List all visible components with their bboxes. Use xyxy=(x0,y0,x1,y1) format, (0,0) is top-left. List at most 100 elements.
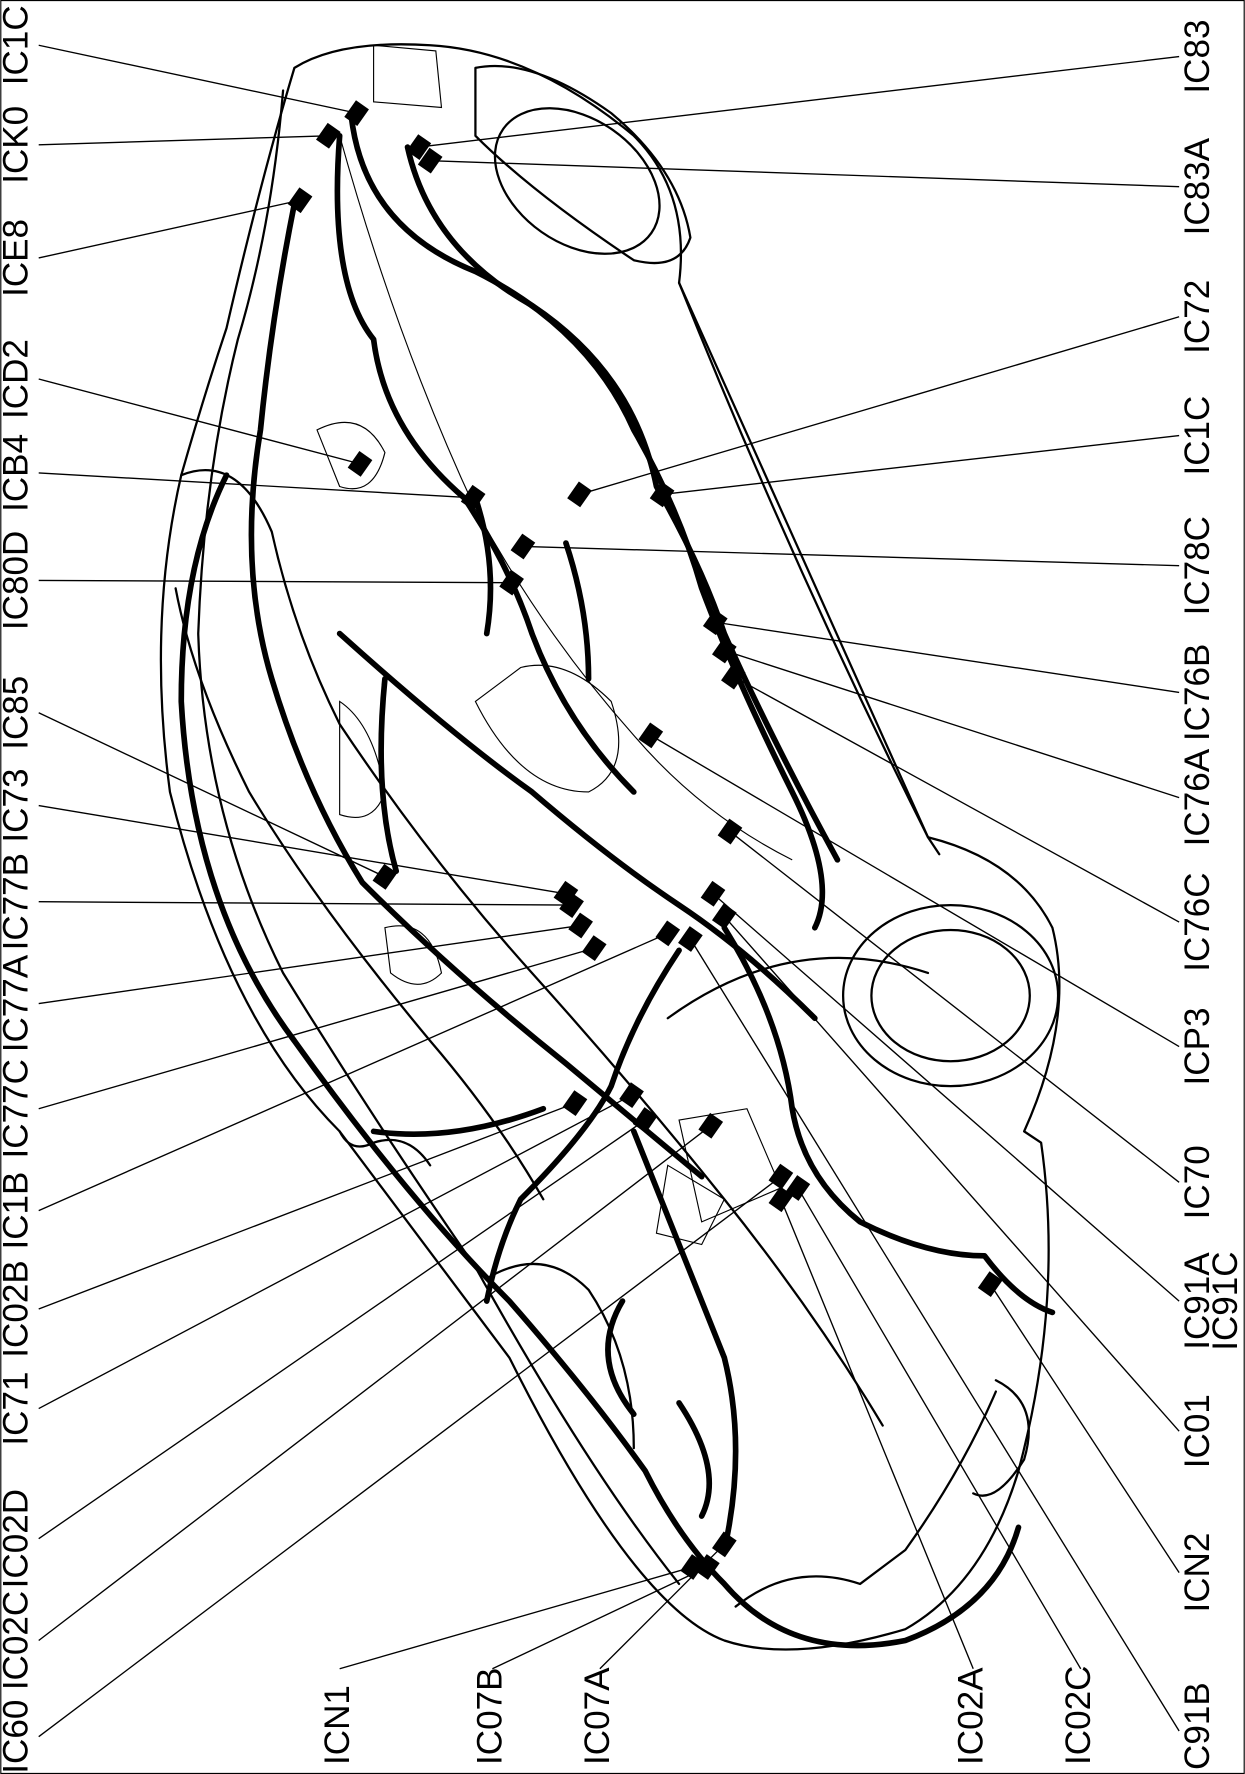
connector xyxy=(655,920,681,947)
connector xyxy=(460,484,486,511)
leader-line xyxy=(38,1119,646,1540)
leader-lines xyxy=(38,44,1180,1738)
connector-label: IC76A xyxy=(1178,748,1217,846)
connector-label: IC01 xyxy=(1178,1394,1217,1468)
connector-label: IC02B xyxy=(0,1260,36,1357)
leader-line xyxy=(797,1187,1082,1670)
connector-label: IC91A xyxy=(1178,1252,1217,1350)
connector-label: IC71 xyxy=(0,1372,36,1446)
connector xyxy=(417,147,443,174)
leader-line xyxy=(579,316,1180,496)
connector xyxy=(347,450,373,477)
connector xyxy=(559,892,584,918)
connector xyxy=(711,1531,737,1558)
leader-line xyxy=(38,472,474,499)
connector-label: IC02C xyxy=(1059,1666,1098,1765)
leader-line xyxy=(733,675,1180,923)
connector xyxy=(717,818,743,845)
connector-label: IC77B xyxy=(0,853,36,950)
connector-label: IC02C xyxy=(0,1591,36,1690)
connector xyxy=(553,880,579,907)
connector xyxy=(695,1554,720,1580)
connector-label: IC1B xyxy=(0,1172,36,1250)
leader-line xyxy=(38,804,567,895)
connector xyxy=(700,880,726,907)
leader-line xyxy=(38,579,512,584)
connector xyxy=(581,935,607,961)
connector xyxy=(977,1271,1003,1297)
leader-line xyxy=(723,915,1180,1432)
leader-line xyxy=(689,938,1180,1732)
connector-label: IC76B xyxy=(1178,644,1217,741)
connector xyxy=(711,637,737,664)
connectors xyxy=(287,100,1003,1580)
labels: IC1C ICK0 ICE8 ICD2 ICB4 IC80D IC85 IC73 IC77B IC… xyxy=(0,5,1245,1774)
car-body xyxy=(159,43,1061,1651)
leader-line xyxy=(38,901,572,906)
leader-line xyxy=(339,1566,693,1670)
connector-label: IC70 xyxy=(1178,1145,1217,1219)
connector-label: IC76C xyxy=(1178,872,1217,971)
leader-line xyxy=(38,1176,782,1738)
connector xyxy=(372,863,398,890)
connector xyxy=(711,903,737,930)
leader-line xyxy=(38,947,595,1110)
leader-line xyxy=(38,1125,712,1642)
connector xyxy=(562,1090,588,1116)
connector xyxy=(568,912,593,939)
leader-line xyxy=(38,932,669,1212)
leader-line xyxy=(712,893,1180,1302)
connector-label: IC91B xyxy=(1178,1682,1217,1774)
leader-line xyxy=(989,1283,1180,1573)
connector-label: IC91C xyxy=(1206,1251,1245,1350)
connector-label: ICB4 xyxy=(0,434,36,512)
leader-line xyxy=(715,621,1180,694)
connector-label: IC77C xyxy=(0,1059,36,1158)
connector-label: ICD2 xyxy=(0,339,36,419)
leader-line xyxy=(38,44,357,114)
leader-line xyxy=(662,434,1180,496)
leader-line xyxy=(38,378,361,465)
connector xyxy=(678,926,703,952)
connector xyxy=(702,609,728,636)
connector xyxy=(768,1186,794,1213)
leader-line xyxy=(38,199,301,259)
leader-line xyxy=(430,159,1180,188)
connector-label: IC83A xyxy=(1178,137,1217,235)
connector-label: IC60 xyxy=(0,1700,36,1774)
connector xyxy=(316,122,341,149)
connector-label: ICE8 xyxy=(0,219,36,297)
connector xyxy=(510,533,536,560)
connector xyxy=(698,1112,724,1139)
leader-line xyxy=(38,712,386,878)
connector-label: IC77A xyxy=(0,954,36,1052)
leader-line xyxy=(729,831,1180,1183)
leader-line xyxy=(418,55,1180,148)
connector-label: IC07A xyxy=(578,1667,617,1765)
connector xyxy=(619,1082,644,1109)
leader-line xyxy=(38,135,329,146)
connector-label: IC78C xyxy=(1178,516,1217,615)
connector-label: IC1C xyxy=(1178,396,1217,476)
connector xyxy=(567,481,592,508)
leader-line xyxy=(522,545,1180,567)
connector xyxy=(768,1163,794,1190)
leader-line xyxy=(650,734,1180,1048)
connector xyxy=(344,100,369,127)
connector xyxy=(632,1107,658,1133)
connector-label: IC07B xyxy=(471,1667,510,1764)
connector xyxy=(649,481,675,508)
leader-line xyxy=(724,649,1180,799)
leader-line xyxy=(780,1199,974,1670)
connector-label: IC02D xyxy=(0,1489,36,1588)
connector-label: ICP3 xyxy=(1178,1008,1217,1086)
leader-line xyxy=(38,924,581,1005)
connector xyxy=(287,187,313,214)
connector xyxy=(721,663,746,690)
connector xyxy=(499,569,524,596)
connector xyxy=(785,1175,811,1201)
connector-label: IC73 xyxy=(0,769,36,843)
connector-label: ICK0 xyxy=(0,106,36,184)
